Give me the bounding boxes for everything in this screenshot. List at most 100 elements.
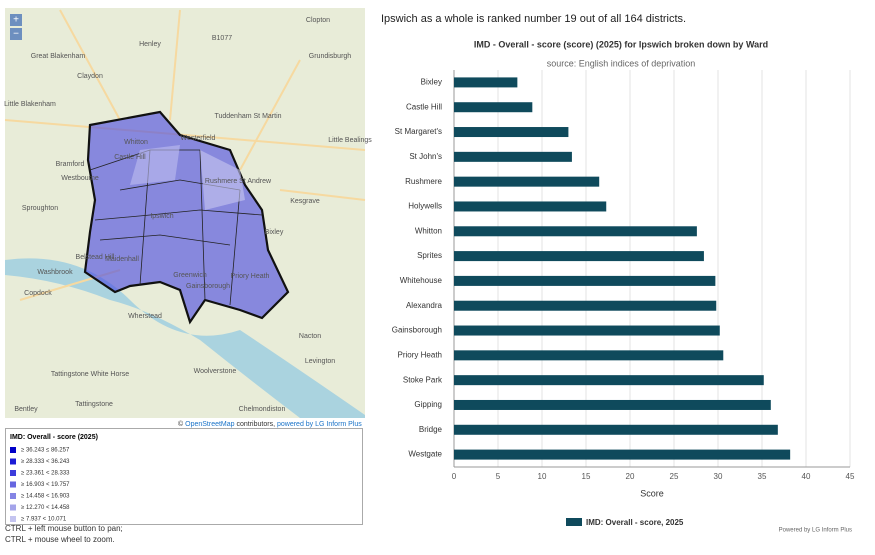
place-label: Little Bealings <box>328 137 372 144</box>
place-label: Tuddenham St Martin <box>214 113 281 120</box>
attr-link[interactable]: OpenStreetMap <box>185 421 235 428</box>
chart-subtitle: source: English indices of deprivation <box>547 58 696 68</box>
bar <box>454 102 533 113</box>
y-tick-label: Rushmere <box>405 177 442 186</box>
zoom-in-label: + <box>13 15 19 26</box>
roads <box>4 9 366 301</box>
y-tick-label: Gipping <box>414 400 442 409</box>
place-label: Kesgrave <box>290 198 320 205</box>
place-label: Little Blakenham <box>4 101 56 108</box>
y-tick-label: Bixley <box>421 78 442 87</box>
place-label: Whitton <box>124 139 148 146</box>
place-label: Washbrook <box>37 269 73 276</box>
credit: Powered by LG Inform Plus <box>779 528 852 534</box>
bar <box>454 77 518 88</box>
y-tick-label: Bridge <box>419 425 443 434</box>
map-legend-label: ≥ 23.361 < 28.333 <box>21 471 70 477</box>
x-tick-label: 30 <box>714 472 723 481</box>
x-tick-label: 35 <box>758 472 767 481</box>
y-tick-label: Priory Heath <box>398 350 442 359</box>
zoom-out[interactable] <box>10 28 22 40</box>
bar <box>454 275 716 286</box>
y-tick-label: Holywells <box>408 202 442 211</box>
x-tick-label: 20 <box>626 472 635 481</box>
map-legend-label: ≥ 36.243 ≤ 86.257 <box>21 448 70 454</box>
header: Ipswich as a whole is ranked number 19 o… <box>381 13 686 25</box>
y-tick-label: Westgate <box>408 450 442 459</box>
bar <box>454 350 724 361</box>
map-legend-label: ≥ 28.333 < 36.243 <box>21 459 70 465</box>
place-label: Rushmere St Andrew <box>205 178 272 185</box>
place-label: Bentley <box>14 406 38 413</box>
river <box>5 258 365 418</box>
bar <box>454 251 704 262</box>
zoom-out-label: − <box>13 29 19 40</box>
instruction: CTRL + mouse wheel to zoom. <box>5 535 115 544</box>
map-legend-label: ≥ 14.458 < 16.903 <box>21 494 70 500</box>
legend-swatch <box>10 470 16 476</box>
place-label: Castle Hill <box>114 154 146 161</box>
legend-swatch <box>566 518 582 526</box>
y-tick-label: Sprites <box>417 251 442 260</box>
chart-title: IMD - Overall - score (score) (2025) for… <box>474 39 768 49</box>
y-tick-label: Gainsborough <box>392 326 442 335</box>
legend-swatch <box>10 447 16 453</box>
place-label: Levington <box>305 358 335 365</box>
y-tick-label: Whitehouse <box>400 276 443 285</box>
place-label: Wherstead <box>128 313 162 320</box>
place-label: Tattingstone White Horse <box>51 371 129 378</box>
place-label: Sproughton <box>22 205 58 212</box>
bar <box>454 449 791 460</box>
legend-swatch <box>10 516 16 522</box>
bar <box>454 325 720 336</box>
x-tick-label: 25 <box>670 472 679 481</box>
bar <box>454 424 778 435</box>
place-label: Claydon <box>77 73 103 80</box>
x-axis-label: Score <box>640 488 664 498</box>
ward-light <box>200 150 245 210</box>
x-tick-label: 40 <box>802 472 811 481</box>
place-label: Nacton <box>299 333 321 340</box>
legend-swatch <box>10 493 16 499</box>
bar <box>454 375 764 386</box>
y-tick-label: Castle Hill <box>406 102 442 111</box>
place-label: Tattingstone <box>75 401 113 408</box>
bar <box>454 399 771 410</box>
attr-rest: contributors, <box>237 421 276 428</box>
x-tick-label: 10 <box>538 472 547 481</box>
x-tick-label: 15 <box>582 472 591 481</box>
place-label: Westerfield <box>181 135 216 142</box>
legend-swatch <box>10 481 16 488</box>
attr-powered[interactable]: powered by LG Inform Plus <box>277 421 362 428</box>
place-label: Belstead Hill <box>76 254 115 261</box>
x-tick-label: 0 <box>452 472 457 481</box>
place-label: Gainsborough <box>186 283 230 290</box>
y-tick-label: Stoke Park <box>403 375 443 384</box>
bar <box>454 226 697 237</box>
place-label: Chelmondiston <box>239 406 286 413</box>
bar <box>454 300 717 311</box>
place-label: Great Blakenham <box>31 53 86 60</box>
map-legend-label: ≥ 12.270 < 14.458 <box>21 505 70 511</box>
map-legend-title: IMD: Overall - score (2025) <box>10 434 98 441</box>
zoom-in[interactable] <box>10 14 22 26</box>
place-label: Westbourne <box>61 175 99 182</box>
y-tick-label: St Margaret's <box>395 127 442 136</box>
place-label: Bixley <box>265 229 284 236</box>
place-label: B1077 <box>212 35 232 42</box>
place-label: Grundisburgh <box>309 53 352 60</box>
bar <box>454 176 600 187</box>
x-tick-label: 45 <box>846 472 855 481</box>
y-tick-label: Alexandra <box>406 301 443 310</box>
map-legend-box <box>5 428 363 525</box>
legend-swatch <box>10 458 16 465</box>
place-label: Henley <box>139 41 161 48</box>
bar <box>454 201 607 212</box>
place-label: Priory Heath <box>231 273 270 280</box>
bar <box>454 127 569 138</box>
place-label: Ipswich <box>150 213 173 220</box>
legend-swatch <box>10 504 16 511</box>
instruction: CTRL + left mouse button to pan; <box>5 524 123 533</box>
